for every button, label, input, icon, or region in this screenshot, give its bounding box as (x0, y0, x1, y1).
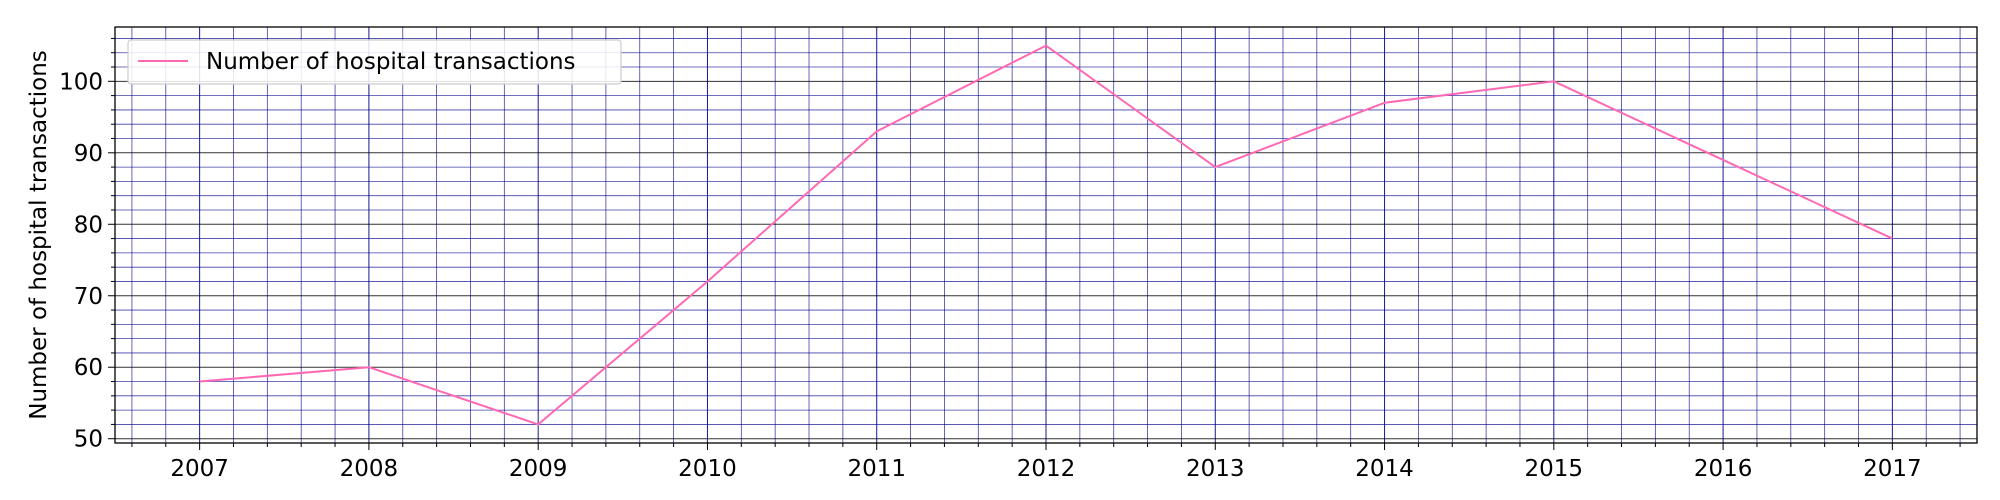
series-layer (199, 44, 1893, 426)
x-tick-label: 2007 (170, 456, 229, 482)
x-tick-label: 2010 (678, 456, 737, 482)
y-tick-label: 100 (59, 69, 103, 95)
series-line-0 (199, 44, 1893, 426)
y-tick-label: 60 (74, 355, 103, 381)
legend: Number of hospital transactions (127, 39, 622, 85)
x-tick-label: 2008 (340, 456, 399, 482)
y-tick-label: 90 (74, 141, 103, 167)
y-tick-label: 80 (74, 212, 103, 238)
x-tick-label: 2017 (1863, 456, 1922, 482)
x-axis: 2007 2008 2009 2010 2011 2012 2013 2014 2015 2016… (131, 443, 1961, 482)
legend-entry-label: Number of hospital transactions (206, 49, 576, 75)
y-tick-label: 50 (74, 427, 103, 453)
x-tick-label: 2014 (1355, 456, 1414, 482)
y-axis-title: Number of hospital transactions (26, 50, 52, 420)
major-grid (115, 27, 1977, 443)
x-tick-label: 2012 (1017, 456, 1076, 482)
x-tick-label: 2013 (1186, 456, 1245, 482)
legend-box (127, 39, 622, 85)
x-tick-label: 2015 (1525, 456, 1584, 482)
y-axis: 50 60 70 80 90 100 (59, 37, 115, 453)
y-tick-label: 70 (74, 284, 103, 310)
x-tick-label: 2009 (509, 456, 568, 482)
x-tick-label: 2016 (1694, 456, 1753, 482)
x-tick-label: 2011 (847, 456, 906, 482)
